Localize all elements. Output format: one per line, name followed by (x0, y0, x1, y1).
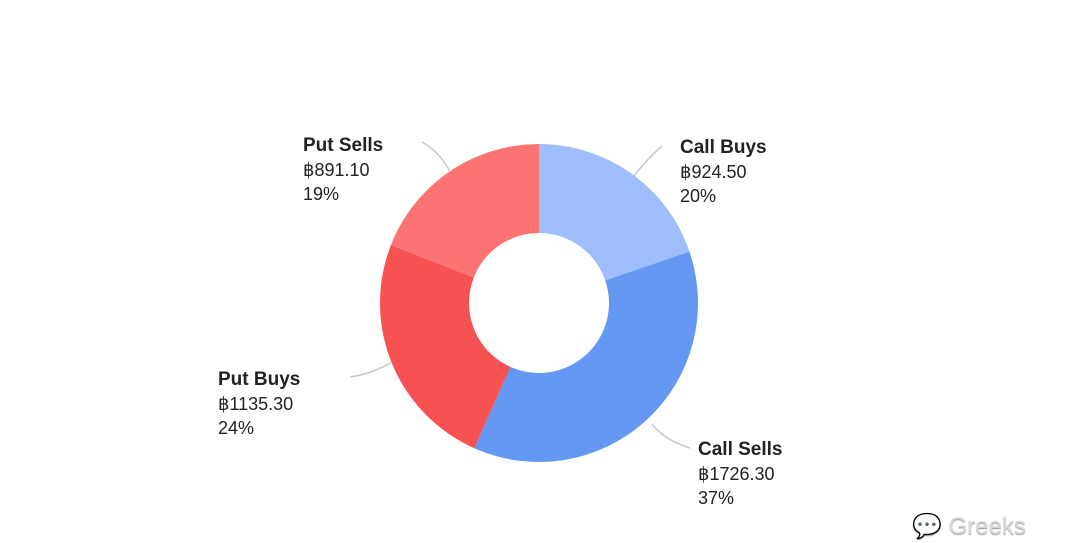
slice-call-buys (539, 144, 690, 281)
label-put-sells: Put Sells ฿891.10 19% (303, 134, 383, 206)
watermark: 💬 Greeks (912, 512, 1026, 541)
label-call-buys: Call Buys ฿924.50 20% (680, 136, 767, 208)
slice-name: Call Sells (698, 439, 783, 460)
slice-percent: 24% (218, 418, 255, 438)
slice-value: ฿924.50 (680, 162, 747, 182)
label-put-buys: Put Buys ฿1135.30 24% (218, 368, 300, 440)
slice-value: ฿1135.30 (218, 394, 294, 414)
slice-percent: 19% (303, 184, 340, 204)
leader-line (633, 145, 663, 177)
watermark-text: Greeks (948, 513, 1026, 540)
leader-line (421, 141, 451, 173)
slice-name: Put Sells (303, 135, 384, 156)
wechat-icon: 💬 (912, 513, 942, 540)
slice-percent: 20% (680, 186, 717, 206)
slice-name: Put Buys (218, 369, 301, 390)
slice-value: ฿1726.30 (698, 464, 775, 484)
leader-line (349, 361, 393, 378)
leader-line (651, 423, 691, 449)
slice-name: Call Buys (680, 137, 767, 158)
slice-call-sells (474, 251, 698, 462)
slice-put-buys (380, 244, 511, 449)
label-call-sells: Call Sells ฿1726.30 37% (698, 438, 783, 510)
slice-value: ฿891.10 (303, 160, 370, 180)
slice-percent: 37% (698, 488, 735, 508)
slice-put-sells (390, 144, 539, 278)
